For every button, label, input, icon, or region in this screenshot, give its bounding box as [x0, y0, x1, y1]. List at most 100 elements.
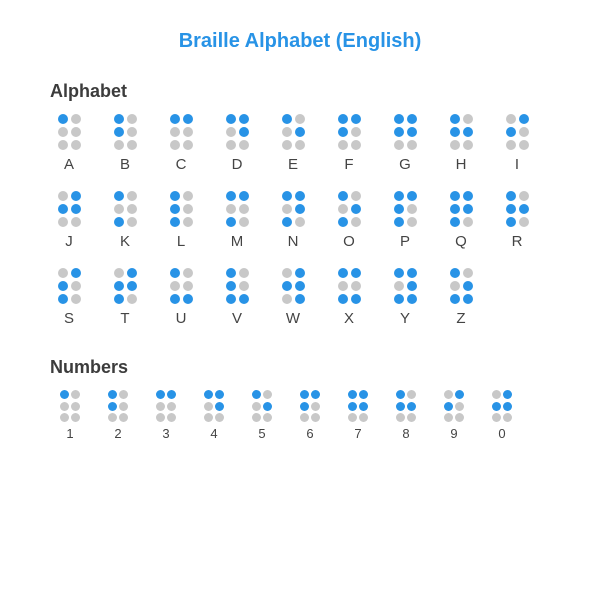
braille-label: T: [120, 310, 129, 327]
dot-on-icon: [492, 402, 501, 411]
dot-on-icon: [215, 402, 224, 411]
page-title: Braille Alphabet (English): [50, 30, 550, 53]
dot-off-icon: [71, 217, 81, 227]
dot-off-icon: [71, 413, 80, 422]
dot-on-icon: [407, 268, 417, 278]
dot-on-icon: [396, 402, 405, 411]
dot-off-icon: [60, 413, 69, 422]
dot-off-icon: [58, 127, 68, 137]
dot-off-icon: [114, 204, 124, 214]
braille-label: O: [343, 233, 355, 250]
dot-on-icon: [506, 191, 516, 201]
dot-on-icon: [311, 390, 320, 399]
dot-off-icon: [239, 204, 249, 214]
dot-on-icon: [114, 217, 124, 227]
braille-label: 8: [402, 426, 409, 441]
braille-dots: [282, 114, 305, 150]
braille-cell: R: [498, 191, 536, 250]
braille-cell: K: [106, 191, 144, 250]
braille-dots: [492, 390, 513, 422]
dot-off-icon: [394, 140, 404, 150]
braille-label: M: [231, 233, 244, 250]
dot-on-icon: [263, 402, 272, 411]
dot-on-icon: [239, 294, 249, 304]
dot-on-icon: [239, 191, 249, 201]
braille-dots: [348, 390, 369, 422]
numbers-header: Numbers: [50, 357, 550, 378]
braille-cell: N: [274, 191, 312, 250]
dot-on-icon: [407, 281, 417, 291]
dot-on-icon: [167, 390, 176, 399]
dot-on-icon: [170, 191, 180, 201]
dot-on-icon: [348, 402, 357, 411]
braille-dots: [282, 191, 305, 227]
braille-cell: Q: [442, 191, 480, 250]
dot-on-icon: [407, 127, 417, 137]
dot-on-icon: [239, 114, 249, 124]
braille-cell: O: [330, 191, 368, 250]
dot-off-icon: [215, 413, 224, 422]
braille-cell: G: [386, 114, 424, 173]
dot-on-icon: [450, 127, 460, 137]
braille-cell: U: [162, 268, 200, 327]
braille-dots: [394, 114, 417, 150]
braille-dots: [58, 114, 81, 150]
dot-off-icon: [407, 217, 417, 227]
braille-label: 7: [354, 426, 361, 441]
dot-on-icon: [226, 281, 236, 291]
dot-off-icon: [71, 114, 81, 124]
dot-on-icon: [455, 390, 464, 399]
dot-off-icon: [127, 114, 137, 124]
dot-off-icon: [407, 390, 416, 399]
dot-on-icon: [463, 191, 473, 201]
braille-label: Z: [456, 310, 465, 327]
dot-on-icon: [58, 294, 68, 304]
dot-off-icon: [127, 127, 137, 137]
dot-off-icon: [396, 413, 405, 422]
dot-off-icon: [444, 390, 453, 399]
dot-on-icon: [506, 217, 516, 227]
braille-dots: [170, 268, 193, 304]
braille-dots: [396, 390, 417, 422]
dot-on-icon: [183, 114, 193, 124]
dot-off-icon: [282, 268, 292, 278]
braille-cell: S: [50, 268, 88, 327]
braille-label: 3: [162, 426, 169, 441]
dot-on-icon: [170, 294, 180, 304]
dot-on-icon: [226, 294, 236, 304]
dot-off-icon: [359, 413, 368, 422]
braille-dots: [226, 191, 249, 227]
braille-dots: [394, 268, 417, 304]
dot-off-icon: [114, 140, 124, 150]
braille-label: L: [177, 233, 185, 250]
braille-cell: Z: [442, 268, 480, 327]
dot-on-icon: [282, 217, 292, 227]
dot-off-icon: [71, 281, 81, 291]
braille-cell: X: [330, 268, 368, 327]
dot-on-icon: [351, 294, 361, 304]
braille-cell: J: [50, 191, 88, 250]
dot-on-icon: [295, 268, 305, 278]
dot-off-icon: [58, 217, 68, 227]
braille-label: I: [515, 156, 519, 173]
dot-on-icon: [282, 281, 292, 291]
dot-on-icon: [170, 114, 180, 124]
dot-on-icon: [156, 390, 165, 399]
dot-on-icon: [407, 294, 417, 304]
braille-dots: [60, 390, 81, 422]
braille-label: K: [120, 233, 130, 250]
dot-off-icon: [156, 413, 165, 422]
dot-off-icon: [519, 127, 529, 137]
braille-label: S: [64, 310, 74, 327]
dot-on-icon: [394, 191, 404, 201]
dot-off-icon: [60, 402, 69, 411]
dot-off-icon: [338, 204, 348, 214]
braille-dots: [170, 114, 193, 150]
dot-off-icon: [492, 413, 501, 422]
braille-cell: D: [218, 114, 256, 173]
dot-on-icon: [394, 204, 404, 214]
braille-cell: T: [106, 268, 144, 327]
dot-on-icon: [215, 390, 224, 399]
dot-on-icon: [503, 402, 512, 411]
dot-off-icon: [71, 140, 81, 150]
